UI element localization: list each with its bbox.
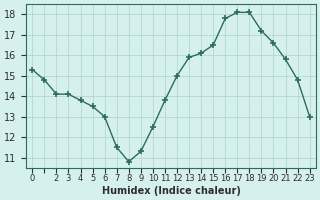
X-axis label: Humidex (Indice chaleur): Humidex (Indice chaleur) (101, 186, 240, 196)
